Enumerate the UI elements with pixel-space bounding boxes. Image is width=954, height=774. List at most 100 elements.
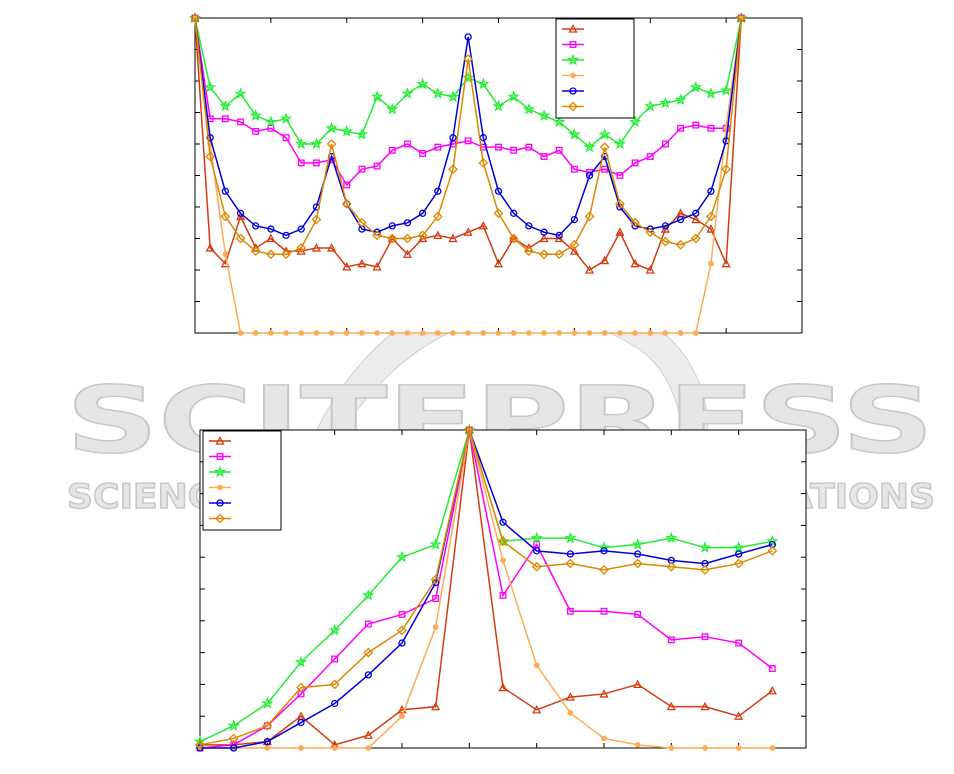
- marker: [555, 231, 563, 240]
- marker: [267, 124, 275, 132]
- marker: [632, 330, 638, 336]
- marker: [554, 249, 565, 260]
- marker: [432, 624, 439, 631]
- marker: [632, 558, 643, 569]
- marker: [477, 77, 490, 90]
- marker: [343, 181, 351, 189]
- marker: [196, 744, 204, 752]
- marker: [364, 620, 372, 628]
- marker: [402, 233, 413, 244]
- marker: [508, 233, 519, 244]
- marker: [326, 243, 337, 252]
- marker: [555, 146, 563, 154]
- marker: [464, 425, 475, 435]
- marker: [698, 541, 712, 553]
- marker: [374, 330, 380, 336]
- marker: [434, 330, 441, 336]
- marker: [283, 330, 289, 336]
- marker: [553, 115, 566, 128]
- marker: [364, 671, 372, 679]
- marker: [674, 93, 687, 106]
- marker: [614, 198, 625, 209]
- marker: [249, 109, 262, 121]
- marker: [661, 222, 670, 230]
- marker: [190, 13, 200, 23]
- marker: [525, 222, 533, 230]
- marker: [586, 330, 593, 336]
- marker: [395, 550, 409, 563]
- legend-marker: [568, 101, 578, 112]
- marker: [340, 124, 353, 137]
- marker: [692, 330, 699, 336]
- plot-frame: [199, 429, 807, 749]
- legend-marker: [216, 453, 224, 460]
- legend: [202, 430, 282, 531]
- marker: [677, 124, 685, 132]
- marker: [261, 696, 274, 709]
- marker: [706, 211, 716, 222]
- series-line: [200, 427, 773, 749]
- legend-marker: [215, 513, 225, 524]
- marker: [252, 127, 260, 135]
- legend-marker: [570, 72, 576, 79]
- marker: [667, 636, 675, 644]
- marker: [494, 187, 503, 195]
- marker: [363, 730, 373, 739]
- marker: [647, 330, 654, 336]
- legend-marker: [569, 87, 577, 95]
- marker: [537, 109, 551, 121]
- marker: [398, 610, 406, 618]
- marker: [463, 227, 473, 236]
- legend: [555, 18, 635, 119]
- marker: [601, 735, 607, 742]
- marker: [220, 211, 231, 222]
- series-line: [199, 429, 773, 749]
- marker: [690, 233, 701, 244]
- marker: [262, 720, 273, 731]
- marker: [205, 243, 215, 252]
- marker: [700, 565, 710, 575]
- legend-marker: [217, 484, 223, 491]
- series-line: [194, 17, 743, 187]
- plot-frame: [194, 17, 803, 334]
- legend-marker: [213, 465, 227, 478]
- marker: [565, 558, 576, 569]
- marker: [313, 330, 320, 336]
- marker: [570, 165, 578, 173]
- marker: [644, 99, 657, 112]
- marker: [507, 90, 520, 102]
- marker: [326, 139, 337, 149]
- marker: [465, 330, 471, 336]
- marker: [600, 547, 608, 555]
- marker: [735, 550, 743, 558]
- marker: [585, 171, 594, 180]
- marker: [297, 225, 305, 233]
- marker: [418, 209, 427, 217]
- marker: [358, 165, 366, 173]
- marker: [631, 537, 644, 550]
- marker: [522, 102, 536, 115]
- marker: [312, 159, 320, 167]
- marker: [691, 214, 701, 224]
- marker: [665, 531, 678, 544]
- marker: [767, 685, 777, 695]
- series-line: [200, 429, 773, 746]
- legend-box: [202, 430, 282, 531]
- marker: [429, 537, 442, 550]
- marker: [279, 112, 293, 125]
- marker: [733, 558, 744, 569]
- marker: [448, 164, 458, 175]
- marker: [372, 230, 383, 241]
- chart: [193, 423, 807, 752]
- marker: [264, 745, 271, 751]
- marker: [600, 607, 608, 615]
- marker: [493, 258, 504, 268]
- marker: [539, 249, 549, 260]
- marker: [498, 682, 508, 692]
- marker: [677, 330, 684, 336]
- series-line: [194, 17, 743, 255]
- marker: [630, 258, 640, 268]
- marker: [263, 737, 271, 746]
- marker: [533, 662, 540, 669]
- marker: [768, 665, 776, 672]
